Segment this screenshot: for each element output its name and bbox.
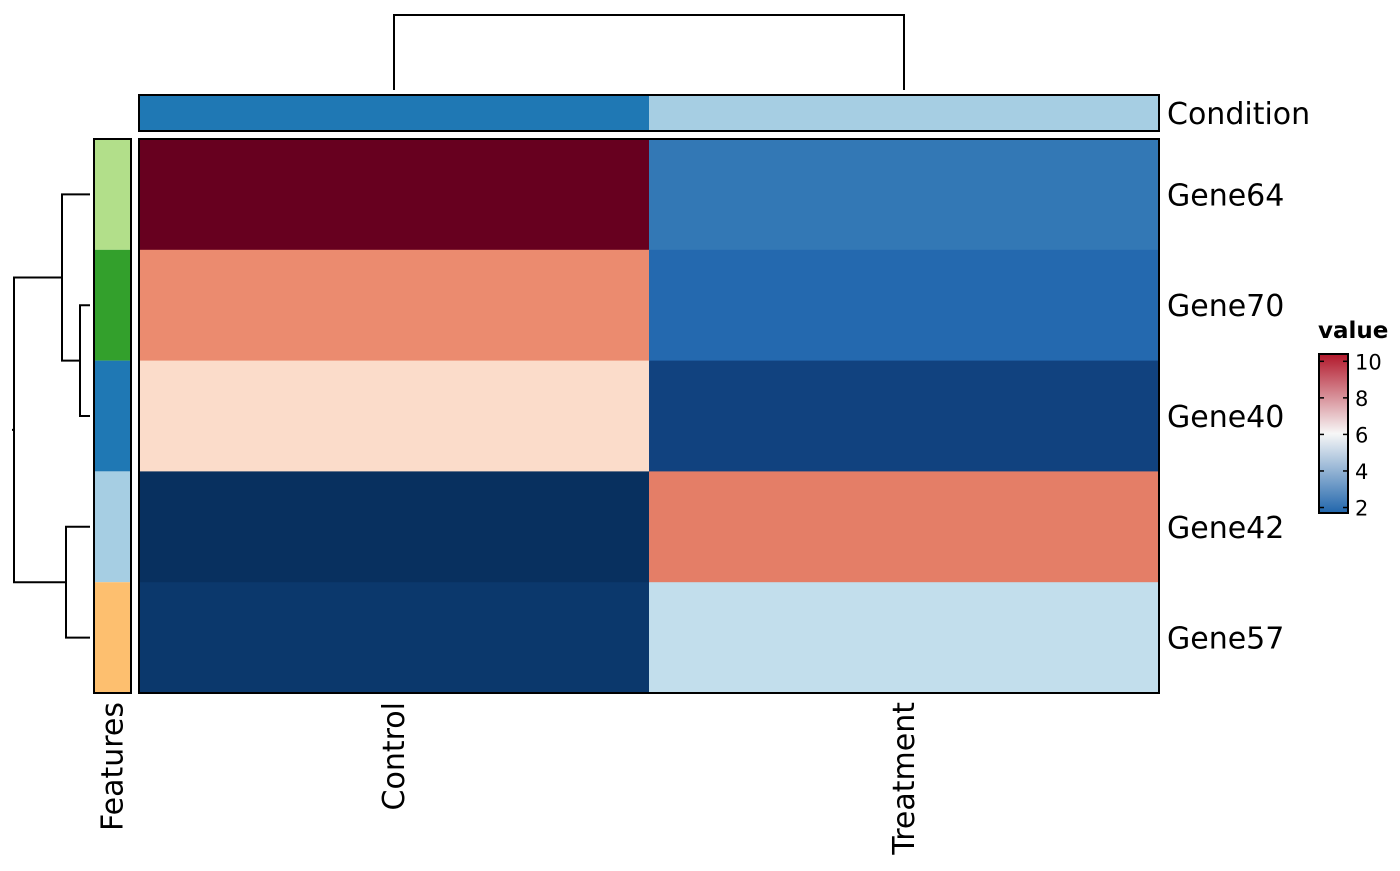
legend-color-bar [1318,353,1349,514]
row-label-gene57: Gene57 [1167,622,1284,657]
heatmap-border [138,138,1160,694]
heatmap-cell-gene42-treatment [649,471,1160,583]
features-cell-gene64 [94,139,131,250]
legend-tick-label-8: 8 [1355,387,1368,411]
legend-tick-label-6: 6 [1355,423,1368,447]
row-label-gene42: Gene42 [1167,511,1284,546]
row-dendrogram [12,193,90,639]
condition-annotation-label: Condition [1167,97,1310,132]
column-label-treatment: Treatment [887,702,922,856]
row-dendrogram-branch-2 [61,193,90,362]
row-dendrogram-branch-1 [79,304,90,417]
value-legend: value 2 4 6 8 10 [1318,318,1388,521]
features-cell-gene57 [94,582,131,693]
heatmap-cell-gene40-control [139,360,650,472]
condition-bar-border [138,94,1160,132]
column-dendrogram-branch [393,14,905,90]
heatmap-cell-gene64-treatment [649,139,1160,251]
heatmap-cells [138,138,1160,694]
heatmap-labels: Condition Gene64 Gene70 Gene40 Gene42 Gene57 C… [96,97,1311,856]
column-label-control: Control [377,702,412,810]
heatmap-cell-gene57-control [139,582,650,694]
heatmap-cell-gene70-treatment [649,249,1160,362]
legend-tick-label-2: 2 [1355,497,1368,521]
row-label-gene64: Gene64 [1167,178,1284,213]
features-bar-border [93,138,132,694]
heatmap-cell-gene64-control [139,139,650,251]
legend-title: value [1318,318,1388,344]
condition-annotation-bar [138,94,1160,132]
condition-cell-control [139,95,649,131]
legend-tick-label-4: 4 [1355,460,1368,484]
features-cell-gene40 [94,360,131,472]
features-annotation-bar [93,138,132,694]
heatmap-cell-gene70-control [139,249,650,362]
legend-tick-label-10: 10 [1355,350,1382,374]
condition-cell-treatment [649,95,1159,131]
row-label-gene70: Gene70 [1167,289,1284,324]
heatmap-cell-gene42-control [139,471,650,583]
row-label-gene40: Gene40 [1167,400,1284,435]
heatmap-cell-gene40-treatment [649,360,1160,472]
features-cell-gene70 [94,249,131,361]
features-cell-gene42 [94,471,131,583]
features-annotation-label: Features [96,702,131,831]
row-dendrogram-branch-4 [13,276,66,584]
heatmap-cell-gene57-treatment [649,582,1160,694]
row-dendrogram-branch-3 [65,525,90,639]
column-dendrogram [393,14,905,90]
